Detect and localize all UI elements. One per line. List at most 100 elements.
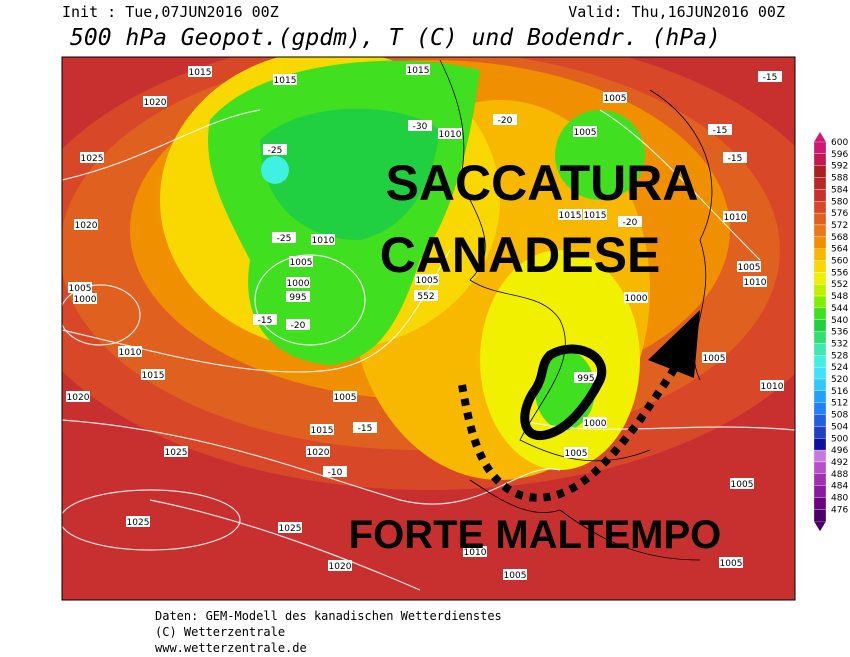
colorbar-swatch [813,307,827,320]
contour-label: -15 [728,154,743,164]
colorbar-label: 536 [831,328,848,338]
contour-label: 552 [417,292,434,302]
label-box [188,66,212,77]
label-box [118,346,142,357]
contour-label: 1015 [142,371,165,381]
contour-label: -15 [713,126,728,136]
contour-label: 1000 [625,294,648,304]
colorbar-label: 556 [831,268,848,278]
colorbar-swatch [813,378,827,392]
contour-label: 1010 [724,213,747,223]
colorbar-label: 588 [831,174,848,184]
colorbar-label: 492 [831,458,848,468]
contour-label: 995 [577,374,594,384]
colorbar-cap [814,132,826,142]
label-box [708,124,732,135]
colorbar-swatch [813,201,827,214]
colorbar-label: 552 [831,280,848,290]
label-box [406,64,430,75]
label-box [760,380,784,391]
colorbar-swatch [813,295,827,309]
colorbar-swatch [813,141,827,155]
contour-label: 1005 [731,480,754,490]
colorbar-swatch [813,319,827,332]
contour-label: 1015 [189,68,212,78]
colorbar-label: 544 [831,304,848,314]
label-box [438,128,462,139]
colorbar-swatch [813,236,827,249]
contour-label: 1020 [144,98,167,108]
colorbar-swatch [813,284,827,297]
contour-label: 1015 [559,211,582,221]
colorbar-label: 596 [831,150,848,160]
map-labels: 1015101510151020102510201005100010101015… [66,64,784,581]
contour-label: -15 [763,73,778,83]
label-box [583,417,607,428]
contour-label: -20 [498,116,513,126]
contour-label: 1005 [334,393,357,403]
contour-label: 1025 [81,154,104,164]
colorbar-swatch [813,272,827,285]
colorbar-swatch [813,509,827,522]
colorbar-label: 484 [831,482,848,492]
contour-label: 1005 [290,258,313,268]
label-box [263,144,287,155]
colorbar-swatch [813,355,827,368]
colorbar-swatch [813,485,827,498]
label-box [286,291,310,302]
label-box [618,216,642,227]
footer-line: (C) Wetterzentrale [155,625,285,639]
contour-label: 1015 [311,426,334,436]
colorbar-swatch [813,414,827,427]
colorbar-label: 548 [831,292,848,302]
label-box [141,369,165,380]
colorbar-label: 508 [831,411,848,421]
map [62,57,795,600]
map-title: 500 hPa Geopot.(gpdm), T (C) und Bodendr… [70,25,721,51]
colorbar-swatch [813,438,827,451]
trough-outline [520,344,607,440]
contour-label: 1020 [329,562,352,572]
colorbar-swatch [813,461,827,474]
label-box [311,234,335,245]
contour-label: -30 [413,122,428,132]
label-box [333,391,357,402]
contour-label: 1000 [287,279,310,289]
colorbar-label: 488 [831,470,848,480]
colorbar-swatch [813,449,827,463]
label-box [730,478,754,489]
valid-time: Valid: Thu,16JUN2016 00Z [568,3,785,21]
colorbar-swatch [813,473,827,486]
colorbar-label: 560 [831,257,848,267]
label-box [603,92,627,103]
colorbar-swatch [813,343,827,356]
contour-label: -25 [268,146,283,156]
annotation: FORTE MALTEMPO [349,513,722,557]
label-box [503,569,527,580]
contour-label: 1025 [127,518,150,528]
label-box [289,256,313,267]
contour-label: 1015 [584,211,607,221]
contour-label: 995 [289,293,306,303]
arrow-head [648,310,700,378]
contour-label: 1000 [584,419,607,429]
colorbar-swatch [813,426,827,439]
contour-label: 1010 [439,130,462,140]
colorbar-swatch [813,497,827,510]
label-box [253,314,277,325]
colorbar-label: 580 [831,197,848,207]
contour-label: 1015 [274,76,297,86]
colorbar-label: 512 [831,399,848,409]
colorbar-label: 504 [831,422,848,432]
label-box [463,546,487,557]
contour-label: 1005 [565,449,588,459]
label-box [702,352,726,363]
label-box [758,71,782,82]
contour-label: 1020 [307,448,330,458]
contour-label: -20 [623,218,638,228]
label-box [573,126,597,137]
colorbar-label: 576 [831,209,848,219]
colorbar-swatch [813,331,827,344]
colorbar-swatch [813,390,827,403]
